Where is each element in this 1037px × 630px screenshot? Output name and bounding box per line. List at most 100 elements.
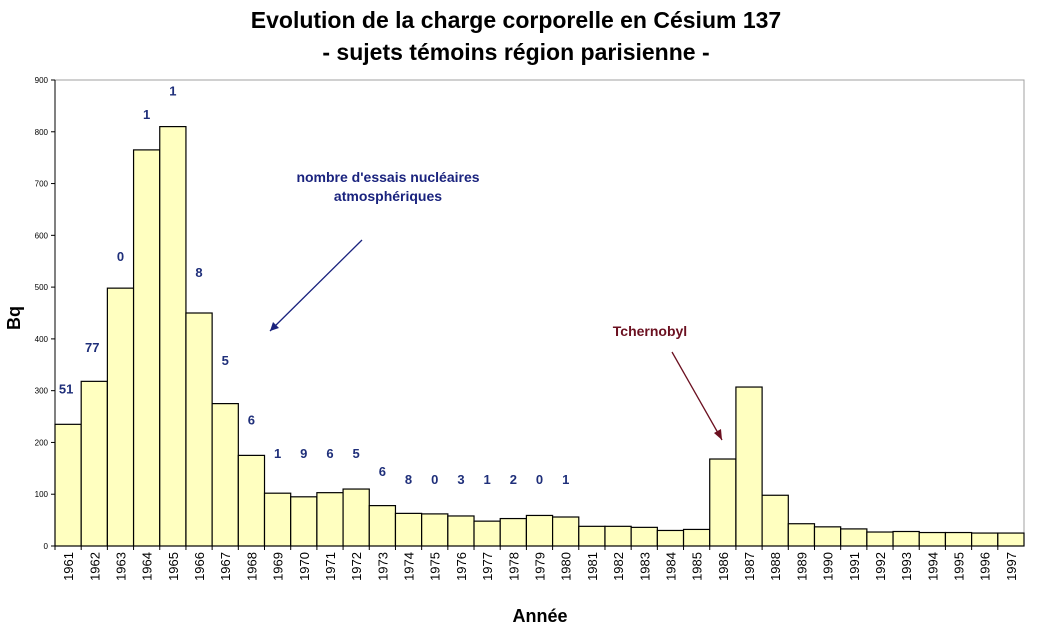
bar-1984: [656, 529, 685, 547]
bar-1980: [551, 516, 580, 547]
test-count-label-1978: 2: [510, 472, 517, 487]
bar-1985: [682, 528, 711, 547]
tests-annotation-line1: nombre d'essais nucléaires: [296, 169, 479, 185]
test-count-label-1975: 0: [431, 472, 438, 487]
test-count-label-1972: 5: [353, 446, 360, 461]
chernobyl-arrow: [671, 351, 723, 441]
bar-1992: [866, 531, 894, 547]
bar-1975: [421, 513, 449, 547]
x-tick-label: 1981: [585, 552, 600, 581]
x-tick-label: 1979: [533, 552, 548, 581]
x-tick-label: 1997: [1004, 552, 1019, 581]
chernobyl-annotation: Tchernobyl: [613, 323, 723, 441]
y-tick-label: 900: [35, 76, 49, 85]
x-tick-label: 1971: [323, 552, 338, 581]
x-tick-label: 1968: [244, 552, 259, 581]
test-count-label-1965: 1: [169, 84, 176, 99]
y-axis-label: Bq: [4, 306, 24, 330]
bar-1976: [447, 515, 475, 547]
y-tick-label: 400: [35, 335, 49, 344]
x-tick-label: 1985: [690, 552, 705, 581]
test-count-label-1976: 3: [457, 472, 464, 487]
x-tick-label: 1980: [559, 552, 574, 581]
test-count-label-1969: 1: [274, 446, 281, 461]
bar-1971: [316, 492, 344, 547]
y-tick-label: 800: [35, 128, 49, 137]
test-count-label-1964: 1: [143, 107, 150, 122]
x-tick-label: 1982: [611, 552, 626, 581]
test-count-label-1962: 77: [85, 340, 99, 355]
x-axis-label: Année: [512, 606, 567, 626]
bar-1966: [185, 312, 213, 547]
bar-1964: [132, 149, 161, 547]
bar-1963: [106, 287, 135, 547]
x-tick-label: 1978: [506, 552, 521, 581]
test-count-label-1973: 6: [379, 464, 386, 479]
bar-1972: [342, 488, 370, 547]
bar-1986: [709, 458, 737, 547]
x-tick-label: 1977: [480, 552, 495, 581]
x-tick-label: 1992: [873, 552, 888, 581]
y-tick-label: 300: [35, 387, 49, 396]
bar-1979: [525, 514, 554, 547]
test-count-label-1980: 1: [562, 472, 569, 487]
test-count-label-1963: 0: [117, 249, 124, 264]
test-count-label-1966: 8: [195, 265, 202, 280]
x-tick-label: 1984: [663, 552, 678, 581]
bar-1962: [80, 380, 108, 547]
x-tick-label: 1988: [768, 552, 783, 581]
test-count-label-1967: 5: [222, 353, 229, 368]
bar-1987: [735, 386, 763, 547]
x-tick-label: 1994: [925, 552, 940, 581]
x-tick-label: 1964: [140, 552, 155, 581]
x-tick-label: 1970: [297, 552, 312, 581]
bar-1993: [892, 530, 920, 547]
bar-1965: [159, 125, 187, 547]
x-tick-label: 1990: [821, 552, 836, 581]
x-tick-label: 1969: [271, 552, 286, 581]
y-tick-label: 200: [35, 438, 49, 447]
y-tick-label: 700: [35, 180, 49, 189]
bar-1983: [630, 526, 658, 547]
test-count-label-1961: 51: [59, 381, 73, 396]
y-ticks: 0 100 200 300 400 500 600 700 800 900: [35, 76, 55, 551]
x-tick-label: 1986: [716, 552, 731, 581]
bar-1967: [211, 403, 239, 547]
bars: [54, 125, 1025, 547]
chart-subtitle: - sujets témoins région parisienne -: [322, 39, 709, 65]
y-tick-label: 600: [35, 231, 49, 240]
x-tick-label: 1989: [794, 552, 809, 581]
x-tick-label: 1966: [192, 552, 207, 581]
bar-1973: [368, 505, 397, 547]
bar-1991: [840, 528, 868, 547]
test-count-label-1974: 8: [405, 472, 412, 487]
bar-1990: [813, 526, 842, 547]
x-tick-label: 1976: [454, 552, 469, 581]
bar-1968: [237, 454, 266, 547]
y-tick-label: 100: [35, 490, 49, 499]
x-tick-label: 1991: [847, 552, 862, 581]
x-tick-label: 1965: [166, 552, 181, 581]
y-tick-label: 0: [44, 542, 49, 551]
y-tick-label: 500: [35, 283, 49, 292]
x-tick-label: 1961: [61, 552, 76, 581]
x-tick-label: 1972: [349, 552, 364, 581]
bar-1970: [290, 496, 318, 547]
bar-1994: [918, 531, 947, 547]
tests-annotation-line2: atmosphériques: [334, 188, 442, 204]
bar-1969: [263, 492, 292, 547]
bar-1997: [997, 532, 1025, 547]
x-tick-label: 1963: [113, 552, 128, 581]
bar-1989: [787, 523, 816, 547]
test-count-label-1979: 0: [536, 472, 543, 487]
bar-1961: [54, 423, 82, 547]
x-tick-label: 1973: [375, 552, 390, 581]
x-tick-label: 1987: [742, 552, 757, 581]
x-tick-label: 1995: [952, 552, 967, 581]
chernobyl-arrow-head: [714, 429, 722, 440]
x-tick-label: 1967: [218, 552, 233, 581]
bar-1982: [604, 525, 632, 547]
chernobyl-annotation-label: Tchernobyl: [613, 323, 687, 339]
tests-annotation: nombre d'essais nucléaires atmosphérique…: [269, 169, 480, 332]
